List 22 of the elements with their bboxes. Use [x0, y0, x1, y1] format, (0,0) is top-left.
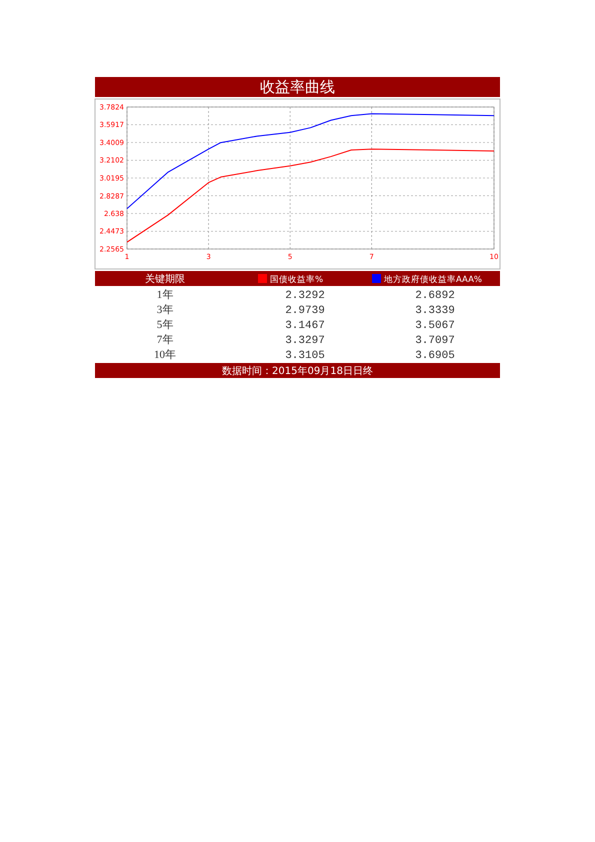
legend-label: 国债收益率% — [270, 274, 324, 285]
text: 2.6892 — [415, 290, 455, 302]
text: 数据时间：2015年09月18日日终 — [222, 365, 373, 377]
chart-title: 收益率曲线 — [260, 78, 335, 96]
text: 3.5067 — [415, 320, 455, 332]
text: 2.9739 — [285, 305, 325, 317]
line-series — [126, 113, 494, 210]
text: 3.3339 — [415, 305, 455, 317]
text: 10年 — [154, 349, 176, 361]
text: 3.1467 — [285, 320, 325, 332]
text: 3.3297 — [285, 335, 325, 347]
text: 关键期限 — [145, 273, 185, 285]
text: 2.3292 — [285, 290, 325, 302]
text: 3.7097 — [415, 335, 455, 347]
text: 1年 — [156, 289, 174, 301]
text: 7年 — [156, 334, 174, 346]
line-series — [126, 148, 494, 243]
legend-label: 地方政府债收益率AAA% — [383, 274, 482, 285]
text: 3.3105 — [285, 350, 325, 362]
text: 5年 — [156, 319, 174, 331]
text: 3年 — [156, 304, 174, 316]
text: 3.6905 — [415, 350, 455, 362]
